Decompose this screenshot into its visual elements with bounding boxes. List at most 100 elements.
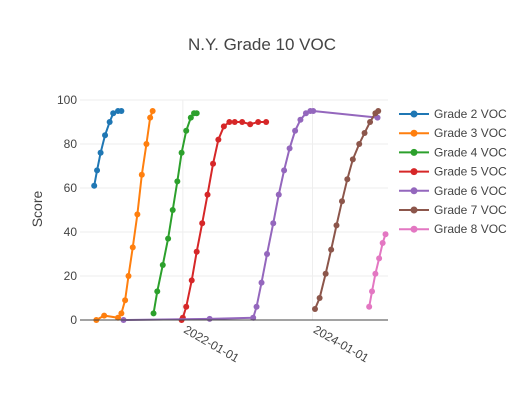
- data-point: [122, 297, 129, 304]
- data-point: [220, 123, 227, 130]
- y-tick-label: 80: [64, 137, 78, 151]
- data-point: [138, 171, 145, 178]
- legend-swatch-marker: [410, 225, 418, 233]
- data-point: [379, 240, 386, 246]
- series-1: [91, 108, 125, 189]
- data-point: [183, 127, 190, 134]
- data-point: [231, 119, 238, 125]
- legend-swatch-marker: [410, 206, 418, 214]
- data-point: [110, 110, 117, 117]
- legend[interactable]: Grade 2 VOC Grade 3 VOC Grade 4 VOC Grade 5…: [399, 107, 507, 236]
- y-tick-label: 0: [70, 313, 77, 327]
- legend-swatch-marker: [410, 168, 418, 176]
- legend-item[interactable]: Grade 3 VOC: [399, 126, 507, 140]
- data-point: [165, 235, 172, 242]
- data-point: [97, 149, 104, 156]
- legend-item[interactable]: Grade 5 VOC: [399, 165, 507, 179]
- y-tick-label: 20: [64, 269, 78, 283]
- y-axis-label: Score: [29, 191, 45, 228]
- data-point: [134, 211, 141, 218]
- data-point: [333, 222, 340, 229]
- legend-item[interactable]: Grade 6 VOC: [399, 184, 507, 198]
- series-line: [314, 110, 379, 310]
- data-point: [349, 156, 356, 163]
- legend-swatch-marker: [410, 148, 418, 156]
- data-point: [199, 220, 206, 227]
- data-point: [206, 315, 213, 322]
- data-point: [147, 114, 154, 121]
- data-point: [188, 277, 195, 284]
- data-point: [143, 141, 150, 147]
- data-point: [264, 251, 271, 257]
- series-4: [178, 119, 270, 323]
- data-point: [253, 303, 260, 310]
- series-3: [150, 110, 200, 317]
- data-point: [154, 288, 161, 295]
- data-point: [292, 127, 299, 134]
- legend-item[interactable]: Grade 8 VOC: [399, 222, 507, 236]
- legend-item[interactable]: Grade 2 VOC: [399, 107, 507, 121]
- data-point: [338, 198, 345, 205]
- y-tick-label: 100: [57, 93, 77, 107]
- legend-swatch-marker: [410, 129, 418, 137]
- chart-title: N.Y. Grade 10 VOC: [188, 35, 336, 54]
- legend-item[interactable]: Grade 4 VOC: [399, 145, 507, 159]
- series-6: [311, 108, 382, 312]
- data-point: [94, 167, 101, 174]
- data-point: [361, 130, 368, 136]
- data-point: [159, 262, 166, 268]
- data-point: [382, 231, 389, 238]
- series-line: [180, 121, 267, 321]
- y-tick-label: 60: [64, 181, 78, 195]
- data-point: [118, 310, 125, 317]
- data-point: [372, 270, 379, 277]
- data-point: [169, 207, 176, 213]
- legend-label: Grade 6 VOC: [434, 184, 507, 198]
- x-tick-label: 2024-01-01: [311, 322, 371, 365]
- data-point: [204, 191, 211, 198]
- data-point: [286, 145, 293, 152]
- data-point: [376, 255, 383, 262]
- legend-label: Grade 2 VOC: [434, 107, 507, 121]
- series-7: [366, 231, 389, 310]
- data-point: [226, 119, 233, 125]
- legend-item[interactable]: Grade 7 VOC: [399, 203, 507, 217]
- y-tick-label: 40: [64, 225, 78, 239]
- data-point: [316, 295, 323, 301]
- data-point: [150, 310, 157, 317]
- data-point: [106, 119, 113, 125]
- data-point: [311, 306, 318, 312]
- data-point: [322, 270, 329, 277]
- legend-swatch-marker: [410, 187, 418, 195]
- legend-label: Grade 4 VOC: [434, 145, 507, 159]
- data-point: [115, 314, 122, 321]
- data-point: [102, 132, 109, 139]
- legend-label: Grade 3 VOC: [434, 126, 507, 140]
- data-point: [247, 121, 254, 128]
- data-point: [101, 312, 108, 319]
- series-2: [93, 108, 156, 323]
- data-point: [193, 248, 200, 255]
- legend-label: Grade 8 VOC: [434, 222, 507, 236]
- data-point: [250, 314, 257, 321]
- legend-label: Grade 5 VOC: [434, 165, 507, 179]
- x-tick-label: 2022-01-01: [181, 322, 241, 365]
- data-point: [149, 108, 156, 114]
- data-point: [258, 279, 265, 286]
- data-point: [375, 108, 382, 114]
- data-point: [255, 119, 262, 125]
- data-point: [310, 108, 317, 114]
- data-point: [366, 303, 373, 310]
- data-point: [275, 191, 282, 198]
- data-point: [118, 108, 125, 114]
- data-point: [129, 244, 136, 251]
- data-point: [344, 176, 351, 183]
- data-point: [281, 167, 288, 174]
- data-point: [183, 303, 190, 310]
- data-point: [210, 160, 217, 167]
- data-point: [91, 182, 98, 189]
- data-point: [297, 116, 304, 123]
- data-point: [187, 114, 194, 121]
- legend-swatch-marker: [410, 110, 418, 118]
